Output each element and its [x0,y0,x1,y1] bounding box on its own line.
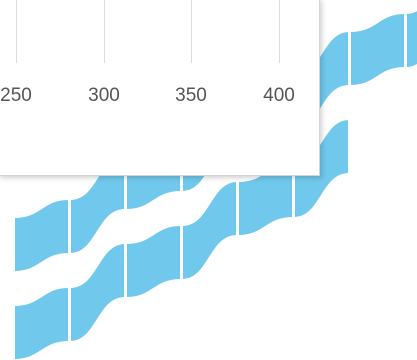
wave-tile [13,197,70,274]
wave-tile [349,11,406,88]
x-axis: 250 300 350 400 [0,0,319,175]
grid-line [104,0,105,63]
wave-tile [13,285,70,360]
x-tick-label: 300 [88,85,120,106]
x-tick-label: 350 [175,85,207,106]
wave-tile [69,241,126,344]
grid-line [279,0,280,63]
grid-line [191,0,192,63]
x-tick-label: 250 [0,85,32,106]
wave-tile [405,8,417,70]
chart-panel: 250 300 350 400 [0,0,320,176]
x-tick-label: 400 [263,85,295,106]
wave-tile [181,179,238,282]
grid-line [16,0,17,63]
wave-tile [125,223,182,300]
